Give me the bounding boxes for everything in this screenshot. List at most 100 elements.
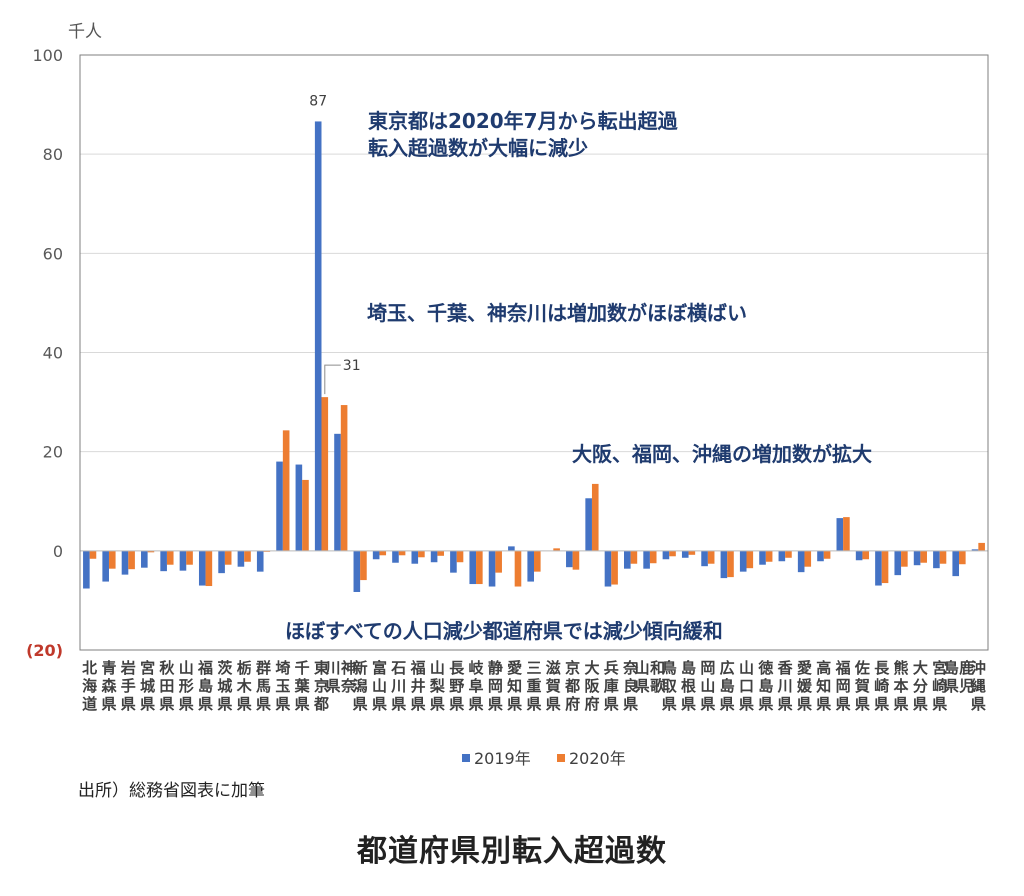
bar-山口県-2020年	[746, 550, 754, 569]
bar-大阪府-2019年	[585, 498, 592, 551]
legend: 2019年 2020年	[462, 749, 626, 768]
x-category-label: 福島県	[197, 659, 213, 713]
bar-東京都-2020年	[321, 397, 329, 551]
bar-鳥取県-2019年	[662, 550, 670, 560]
bar-熊本県-2019年	[894, 550, 902, 576]
annotations: 東京都は2020年7月から転出超過転入超過数が大幅に減少埼玉、千葉、神奈川は増加…	[285, 109, 872, 643]
bar-広島県-2020年	[727, 550, 734, 578]
bar-青森県-2020年	[108, 550, 116, 569]
y-tick-label: 20	[43, 443, 63, 462]
bar-静岡県-2020年	[495, 550, 502, 573]
y-tick-label: 60	[43, 244, 63, 263]
bar-宮崎県-2019年	[933, 550, 940, 569]
data-label: 87	[309, 93, 327, 109]
bar-佐賀県-2019年	[855, 550, 863, 561]
bar-群馬県-2019年	[256, 550, 264, 572]
bar-栃木県-2020年	[244, 550, 251, 562]
x-category-label: 愛知県	[507, 659, 522, 713]
x-category-label: 福岡県	[835, 659, 851, 713]
bar-福岡県-2019年	[836, 518, 844, 551]
bar-京都府-2019年	[566, 550, 573, 568]
bar-岩手県-2019年	[121, 550, 129, 575]
x-category-label: 兵庫県	[604, 659, 619, 713]
data-label: 31	[343, 358, 361, 374]
bar-熊本県-2020年	[901, 550, 908, 567]
y-tick-label: 0	[53, 542, 63, 561]
bar-山形県-2019年	[179, 550, 187, 571]
bar-島根県-2019年	[681, 550, 689, 558]
bar-奈良県-2019年	[624, 550, 631, 569]
x-category-label: 宮城県	[140, 659, 155, 713]
x-category-label: 神奈川県	[325, 659, 358, 695]
y-tick-label: 80	[43, 145, 63, 164]
x-category-label: 高知県	[816, 659, 831, 713]
legend-swatch-2019年	[462, 754, 470, 762]
annotation-west: 大阪、福岡、沖縄の増加数が拡大	[572, 442, 872, 466]
x-axis-categories: 北海道青森県岩手県宮城県秋田県山形県福島県茨城県栃木県群馬県埼玉県千葉県東京都神…	[82, 659, 986, 713]
bar-山口県-2019年	[739, 550, 747, 572]
x-category-label: 東京都	[313, 659, 329, 713]
bar-秋田県-2019年	[160, 550, 167, 572]
plot-frame	[79, 54, 989, 651]
bar-島根県-2020年	[688, 550, 696, 555]
bar-福島県-2020年	[205, 550, 213, 587]
bar-長野県-2019年	[450, 550, 457, 573]
bar-兵庫県-2020年	[611, 550, 618, 585]
bar-和歌山県-2020年	[649, 550, 657, 564]
bar-富山県-2019年	[372, 550, 380, 560]
legend-label: 2020年	[569, 749, 626, 768]
bar-山梨県-2019年	[430, 550, 438, 563]
bar-愛媛県-2020年	[804, 550, 812, 567]
x-category-label: 鹿児島県	[944, 659, 975, 695]
bar-兵庫県-2019年	[604, 550, 612, 587]
legend-swatch-2020年	[557, 754, 565, 762]
x-category-label: 奈良県	[622, 659, 639, 713]
x-category-label: 長野県	[449, 659, 465, 713]
x-category-label: 大阪府	[584, 659, 600, 713]
chart: 100 80 60 40 20 0 (20) 千人 北海道青森県岩手県宮城県秋田県山形県福島…	[26, 22, 989, 768]
bar-青森県-2019年	[102, 550, 109, 582]
x-category-label: 広島県	[720, 659, 735, 713]
bar-宮城県-2020年	[147, 550, 155, 553]
bar-和歌山県-2019年	[643, 550, 650, 569]
bar-愛知県-2020年	[514, 550, 522, 587]
x-category-label: 愛媛県	[796, 659, 813, 713]
bar-神奈川県-2019年	[334, 433, 341, 551]
x-category-label: 京都府	[564, 659, 580, 713]
bar-徳島県-2019年	[759, 550, 766, 565]
annotation-decline: ほぼすべての人口減少都道府県では減少傾向緩和	[285, 619, 723, 643]
x-category-label: 北海道	[82, 659, 97, 713]
bar-奈良県-2020年	[630, 550, 638, 564]
annotation-kanto: 埼玉、千葉、神奈川は増加数がほぼ横ばい	[367, 301, 747, 325]
x-category-label: 熊本県	[894, 659, 909, 713]
data-label-leader	[324, 364, 341, 395]
x-category-label: 富山県	[372, 659, 387, 713]
bar-香川県-2019年	[778, 550, 786, 562]
x-category-label: 宮崎県	[932, 659, 947, 713]
y-axis-ticks: 100 80 60 40 20 0 (20)	[26, 46, 63, 660]
bar-福岡県-2020年	[843, 517, 850, 551]
bar-高知県-2020年	[823, 550, 831, 559]
bar-鳥取県-2020年	[669, 550, 676, 557]
bar-茨城県-2019年	[218, 550, 225, 574]
x-category-label: 佐賀県	[854, 659, 870, 713]
x-category-label: 山梨県	[429, 659, 445, 713]
bar-福島県-2019年	[198, 550, 206, 586]
bar-山形県-2020年	[186, 550, 193, 565]
x-category-label: 茨城県	[217, 659, 232, 713]
x-category-label: 和歌山県	[635, 659, 667, 695]
bar-沖縄県-2020年	[978, 542, 985, 551]
bar-大分県-2020年	[920, 550, 927, 563]
x-category-label: 静岡県	[488, 659, 503, 713]
bar-石川県-2020年	[398, 550, 406, 556]
x-category-label: 群馬県	[256, 659, 271, 713]
bar-徳島県-2020年	[765, 550, 773, 562]
x-category-label: 秋田県	[159, 659, 175, 713]
bar-富山県-2020年	[379, 550, 387, 556]
x-category-label: 三重県	[526, 659, 541, 713]
x-category-label: 新潟県	[353, 659, 368, 713]
bar-岡山県-2019年	[701, 550, 708, 567]
bar-秋田県-2020年	[166, 550, 174, 565]
bar-三重県-2019年	[527, 550, 534, 582]
x-category-label: 埼玉県	[275, 659, 290, 713]
